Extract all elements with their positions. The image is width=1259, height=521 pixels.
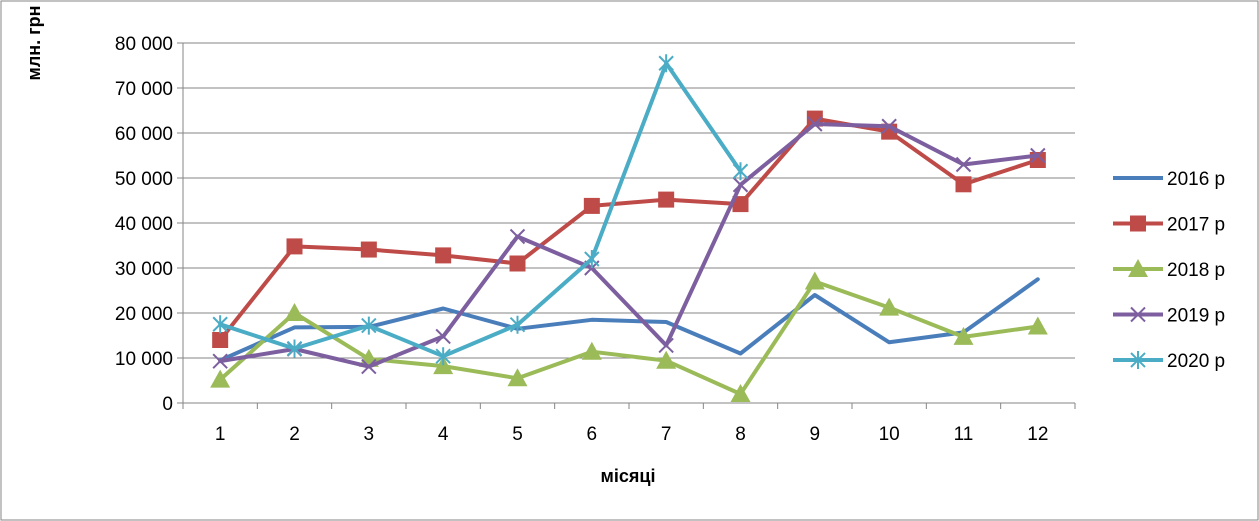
legend-marker (1128, 259, 1148, 277)
data-point (435, 247, 452, 264)
data-point (509, 255, 526, 272)
data-point (732, 177, 749, 193)
data-point (509, 315, 526, 334)
data-point (360, 241, 377, 258)
data-point (656, 350, 677, 369)
legend-marker (1130, 215, 1146, 232)
x-tick-label: 3 (364, 424, 375, 445)
data-point (212, 332, 229, 348)
data-point (732, 162, 749, 181)
x-tick-label: 10 (879, 424, 900, 445)
data-point (509, 228, 526, 245)
data-point (212, 315, 228, 334)
series-line (218, 116, 1040, 342)
data-point (658, 191, 675, 208)
x-tick-label: 2 (289, 424, 300, 445)
data-point (284, 303, 305, 321)
series-3 (210, 271, 1048, 402)
y-tick-label: 60 000 (115, 124, 173, 145)
legend-item: 2017 р (1113, 215, 1225, 236)
data-point (730, 384, 751, 402)
legend-item: 2020 р (1113, 351, 1225, 372)
legend-label: 2016 р (1167, 169, 1225, 190)
data-point (658, 54, 674, 73)
data-point (210, 369, 231, 388)
x-axis-title: місяці (601, 466, 656, 486)
y-tick-label: 30 000 (115, 259, 173, 280)
data-point (881, 118, 897, 134)
data-point (507, 368, 528, 387)
data-point (1027, 316, 1048, 335)
x-tick-label: 9 (810, 424, 821, 445)
legend-item: 2016 р (1113, 169, 1225, 190)
y-tick-label: 10 000 (115, 349, 173, 370)
data-point (955, 156, 972, 173)
series-group (210, 54, 1048, 402)
x-tick-label: 12 (1027, 424, 1048, 445)
x-tick-label: 4 (438, 424, 449, 445)
data-point (658, 337, 674, 354)
series-2 (212, 110, 1046, 348)
legend-marker (1130, 306, 1146, 323)
data-point (435, 347, 451, 366)
gridlines (183, 42, 1075, 359)
data-point (955, 176, 972, 193)
y-tick-label: 80 000 (115, 34, 173, 55)
y-axis-title: млн. грн (24, 6, 44, 81)
x-tick-label: 6 (587, 424, 598, 445)
data-point (583, 197, 600, 214)
x-tick-label: 1 (215, 424, 226, 445)
y-tick-labels: 0 10 000 20 000 30 000 40 000 50 000 60 000 70 … (115, 34, 173, 415)
series-line (218, 61, 743, 359)
data-point (804, 271, 825, 290)
y-tick-label: 40 000 (115, 214, 173, 235)
series-line (218, 122, 1040, 369)
series-line (218, 277, 1040, 363)
data-point (732, 196, 749, 213)
x-tick-label: 11 (954, 424, 974, 445)
x-tick-label: 8 (735, 424, 746, 445)
legend-label: 2019 р (1167, 306, 1225, 327)
data-point (953, 326, 974, 345)
y-tick-label: 70 000 (115, 79, 173, 100)
series-5 (212, 54, 749, 366)
data-point (879, 297, 900, 316)
series-line (218, 279, 1040, 396)
y-tick-label: 20 000 (115, 304, 173, 325)
series-1 (218, 277, 1040, 363)
x-tick-label: 5 (512, 424, 523, 445)
x-tick-label: 7 (661, 424, 672, 445)
legend-item: 2018 р (1113, 259, 1225, 281)
data-point (286, 238, 303, 255)
data-point (584, 250, 600, 268)
legend: 2016 р 2017 р 2018 р 2019 р 2020 р (1113, 169, 1225, 372)
data-point (807, 116, 823, 132)
legend-label: 2017 р (1167, 215, 1225, 236)
legend-label: 2018 р (1167, 260, 1225, 281)
legend-item: 2019 р (1113, 306, 1225, 327)
data-point (361, 316, 377, 335)
y-tick-label: 0 (162, 394, 173, 415)
data-point (212, 353, 228, 369)
axes (177, 42, 1076, 409)
legend-marker (1130, 351, 1146, 369)
data-point (1030, 147, 1046, 164)
legend-label: 2020 р (1167, 351, 1225, 372)
data-point (581, 341, 602, 360)
data-point (361, 358, 377, 375)
x-tick-labels: 1 2 3 4 5 6 7 8 9 10 11 12 (215, 424, 1049, 445)
data-point (286, 339, 303, 358)
data-point (435, 328, 451, 345)
y-tick-label: 50 000 (115, 169, 173, 190)
